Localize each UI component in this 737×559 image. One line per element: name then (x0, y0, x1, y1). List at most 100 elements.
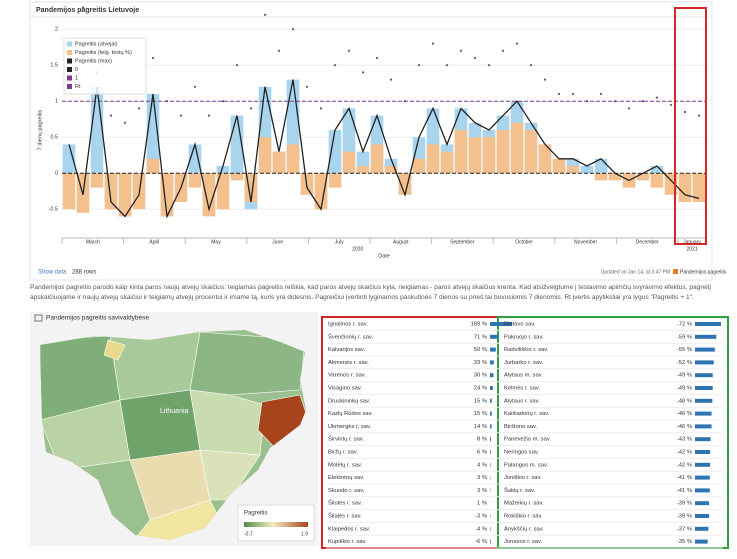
dot (627, 107, 631, 110)
dot (585, 100, 589, 103)
bar (468, 137, 482, 174)
row-value: 15 % (474, 411, 487, 417)
legend-label: 0 (75, 67, 78, 73)
bar (440, 151, 454, 174)
map-title: Pandemijos pagreitis savivaldybėse (46, 315, 149, 322)
row-name: Biržų r. sav. (328, 450, 358, 456)
row-value: -72 % (677, 322, 692, 328)
row-bar (490, 424, 492, 429)
x-tick-label: October (515, 239, 533, 245)
row-name: Širvintų r. sav. (328, 436, 364, 443)
dot (151, 56, 155, 60)
x-tick-label: August (393, 239, 409, 245)
row-name: Mažeikių r. sav. (504, 501, 544, 507)
row-value: -42 % (677, 450, 692, 456)
bar (272, 151, 286, 174)
bar (636, 173, 650, 181)
y-tick-label: -0.5 (49, 207, 58, 213)
row-value: -43 % (677, 437, 692, 443)
show-data[interactable]: Show data (38, 270, 67, 276)
row-name: Anykščių r. sav. (504, 526, 544, 532)
row-bar (490, 334, 499, 339)
row-value: 50 % (474, 347, 487, 353)
legend-title: Pagreitis (244, 511, 267, 517)
dot (683, 110, 687, 114)
row-name: Šilalės r. sav. (328, 513, 362, 520)
bar (510, 122, 524, 174)
legend-max: 1.9 (301, 531, 308, 537)
row-value: 15 % (474, 398, 487, 404)
row-bar (695, 424, 712, 429)
dot (235, 64, 239, 67)
dot (557, 92, 561, 96)
bar (412, 158, 426, 174)
row-value: -52 % (677, 360, 692, 366)
bar (216, 166, 230, 174)
bar (230, 115, 244, 174)
bar (608, 173, 622, 181)
row-name: Palangos m. sav. (504, 462, 548, 468)
bar (188, 173, 202, 188)
row-bar (490, 411, 492, 416)
row-bar (490, 437, 491, 442)
bar (356, 166, 370, 174)
bar (90, 173, 104, 188)
legend-swatch (67, 67, 72, 72)
row-name: Visagino sav. (328, 386, 362, 392)
row-value: -41 % (677, 488, 692, 494)
card-title: Pandemijos pagreitis Lietuvoje (36, 7, 139, 14)
dot (123, 121, 127, 124)
x-tick-label: March (86, 239, 100, 245)
row-value: -42 % (677, 462, 692, 468)
row-value: 4 % (477, 462, 487, 468)
bar (230, 173, 244, 181)
dot (417, 64, 421, 67)
row-value: 8 % (477, 437, 487, 443)
source[interactable]: Pandemijos pagreitis (680, 269, 727, 275)
x-tick-label: December (636, 239, 659, 245)
row-value: -3 % (475, 514, 487, 520)
bar (398, 173, 412, 195)
row-value: -49 % (677, 373, 692, 379)
updated: Updated on Jan 14, at 3:47 PM (601, 269, 670, 275)
legend-swatch (67, 41, 72, 47)
row-name: Druskininkų sav. (328, 398, 370, 404)
row-value: -39 % (677, 514, 692, 520)
dot (277, 49, 281, 52)
dot (291, 28, 295, 31)
dot (403, 100, 407, 103)
x-tick-label: September (450, 239, 475, 245)
bar (678, 173, 692, 202)
legend-label: Pagreitis (teig. testų %) (75, 50, 132, 56)
bar (454, 130, 468, 174)
row-bar (490, 347, 496, 352)
dot (319, 107, 323, 110)
dot (669, 103, 673, 106)
legend-label: Pagreitis (atvejai) (75, 41, 118, 47)
y-tick-label: 1 (55, 99, 58, 105)
row-value: 30 % (474, 373, 487, 379)
row-name: Alytaus m. sav. (504, 373, 543, 379)
row-bar (695, 322, 721, 326)
x-tick-label: July (335, 239, 344, 245)
row-name: Panevėžio m. sav. (504, 437, 551, 443)
row-name: Rokiškio r. sav. (504, 514, 543, 520)
row-bar (695, 488, 710, 493)
dot (389, 78, 393, 81)
x-tick-label: November (574, 239, 597, 245)
y-tick-label: 1.5 (50, 63, 58, 69)
row-value: -37 % (677, 526, 692, 532)
x-tick-label: January (683, 239, 701, 245)
row-value: -4 % (475, 526, 487, 532)
legend-gradient (244, 522, 308, 527)
bar (496, 130, 510, 174)
bar (314, 173, 328, 210)
bar (202, 173, 216, 217)
bar (594, 173, 608, 181)
bar (538, 144, 552, 174)
legend (63, 37, 147, 95)
row-value: 14 % (474, 424, 487, 430)
row-bar (695, 411, 712, 416)
y-tick-label: 0.5 (50, 135, 58, 141)
row-value: 71 % (474, 334, 487, 340)
